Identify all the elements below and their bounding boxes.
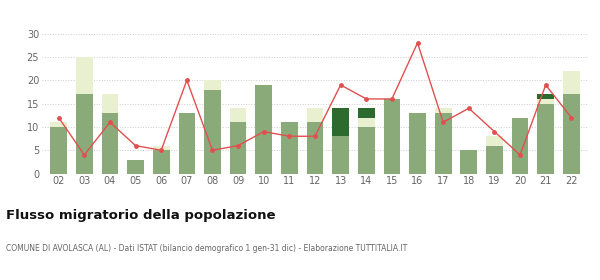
Bar: [50, 127, 67, 174]
Bar: [332, 108, 349, 136]
Bar: [101, 113, 118, 174]
Bar: [230, 108, 247, 122]
Bar: [538, 104, 554, 174]
Bar: [332, 136, 349, 174]
Text: Flusso migratorio della popolazione: Flusso migratorio della popolazione: [6, 209, 275, 221]
Bar: [435, 113, 452, 174]
Bar: [486, 146, 503, 174]
Bar: [307, 122, 323, 174]
Bar: [460, 150, 477, 174]
Bar: [409, 113, 426, 174]
Bar: [153, 146, 170, 150]
Bar: [563, 71, 580, 94]
Bar: [101, 94, 118, 113]
Bar: [307, 108, 323, 122]
Bar: [383, 99, 400, 174]
Bar: [281, 122, 298, 174]
Bar: [127, 160, 144, 174]
Bar: [358, 108, 374, 118]
Text: COMUNE DI AVOLASCA (AL) - Dati ISTAT (bilancio demografico 1 gen-31 dic) - Elabo: COMUNE DI AVOLASCA (AL) - Dati ISTAT (bi…: [6, 244, 407, 253]
Bar: [512, 118, 529, 174]
Bar: [50, 122, 67, 127]
Bar: [153, 150, 170, 174]
Bar: [179, 113, 195, 174]
Bar: [486, 136, 503, 146]
Bar: [358, 118, 374, 127]
Bar: [204, 90, 221, 174]
Bar: [538, 99, 554, 104]
Bar: [256, 85, 272, 174]
Bar: [563, 94, 580, 174]
Bar: [538, 94, 554, 99]
Bar: [435, 108, 452, 113]
Bar: [76, 57, 92, 94]
Bar: [76, 94, 92, 174]
Bar: [358, 127, 374, 174]
Bar: [230, 122, 247, 174]
Bar: [204, 80, 221, 90]
